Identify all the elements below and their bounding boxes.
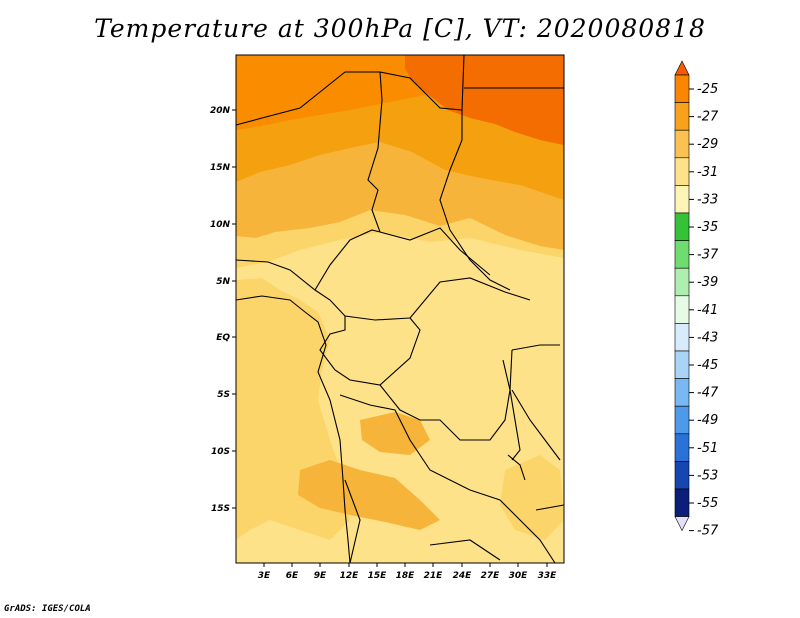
colorbar-label: -55	[697, 496, 718, 511]
lon-ticks	[263, 563, 548, 567]
colorbar-label: -45	[697, 358, 718, 373]
colorbar-label: -37	[697, 248, 719, 263]
colorbar: -25 -27 -29 -31 -33 -35 -37 -39 -41 -43 -45 -47 -49 -…	[674, 60, 719, 539]
lat-label: 5N	[216, 277, 230, 287]
colorbar-segment	[674, 212, 690, 241]
colorbar-segment	[674, 157, 690, 186]
colorbar-label: -53	[697, 468, 718, 483]
country-borders	[235, 54, 565, 564]
field-warmest	[405, 55, 564, 145]
colorbar-segment	[674, 378, 690, 407]
lat-labels: 20N 15N 10N 5N EQ 5S 10S 15S	[210, 106, 231, 514]
colorbar-segment	[674, 323, 690, 352]
map-frame	[235, 54, 565, 564]
colorbar-segment	[674, 240, 690, 269]
colorbar-label: -25	[697, 82, 718, 97]
lat-label: 15S	[211, 504, 230, 514]
lon-label: 12E	[340, 571, 360, 581]
lat-label: 15N	[210, 163, 231, 173]
lon-label: 24E	[453, 571, 473, 581]
lat-label: 5S	[217, 390, 230, 400]
lat-ticks	[232, 109, 236, 509]
lon-label: 6E	[286, 571, 299, 581]
colorbar-label: -31	[697, 165, 718, 180]
colorbar-bottom-arrow	[674, 516, 690, 532]
footer-credit: GrADS: IGES/COLA	[4, 604, 91, 614]
colorbar-segment	[674, 267, 690, 297]
lon-label: 21E	[424, 571, 444, 581]
lon-label: 30E	[509, 571, 529, 581]
lon-label: 15E	[368, 571, 388, 581]
lat-label: 10S	[211, 447, 230, 457]
colorbar-segment	[674, 74, 690, 103]
field-patch-southwest	[298, 460, 440, 530]
lon-label: 18E	[396, 571, 416, 581]
colorbar-label: -39	[697, 275, 718, 290]
temperature-field	[236, 55, 564, 563]
colorbar-segment	[674, 433, 690, 462]
colorbar-segment	[674, 350, 690, 379]
chart-title: Temperature at 300hPa [C], VT: 202008081…	[94, 14, 706, 43]
colorbar-segment	[674, 185, 690, 214]
lat-label: 10N	[210, 220, 231, 230]
lon-label: 3E	[258, 571, 271, 581]
colorbar-label: -33	[697, 192, 718, 207]
colorbar-segment	[674, 295, 690, 324]
colorbar-segment	[674, 461, 690, 490]
lat-label: EQ	[216, 333, 230, 343]
colorbar-label: -43	[697, 330, 718, 345]
colorbar-label: -47	[697, 386, 719, 401]
lon-label: 27E	[481, 571, 501, 581]
colorbar-label: -35	[697, 220, 718, 235]
colorbar-label: -49	[697, 413, 718, 428]
colorbar-label: -51	[697, 441, 718, 456]
colorbar-label: -41	[697, 303, 718, 318]
lon-label: 9E	[314, 571, 327, 581]
colorbar-segment	[674, 405, 690, 435]
lon-label: 33E	[538, 571, 558, 581]
colorbar-segment	[674, 102, 690, 131]
lon-labels: 3E 6E 9E 12E 15E 18E 21E 24E 27E 30E 33E	[258, 571, 557, 581]
colorbar-label: -27	[697, 110, 719, 125]
field-patch-east	[500, 455, 564, 540]
colorbar-label: -29	[697, 137, 718, 152]
colorbar-segment	[674, 129, 690, 159]
colorbar-top-arrow	[674, 60, 690, 76]
colorbar-segment	[674, 488, 690, 517]
colorbar-label: -57	[697, 524, 719, 539]
lat-label: 20N	[210, 106, 231, 116]
